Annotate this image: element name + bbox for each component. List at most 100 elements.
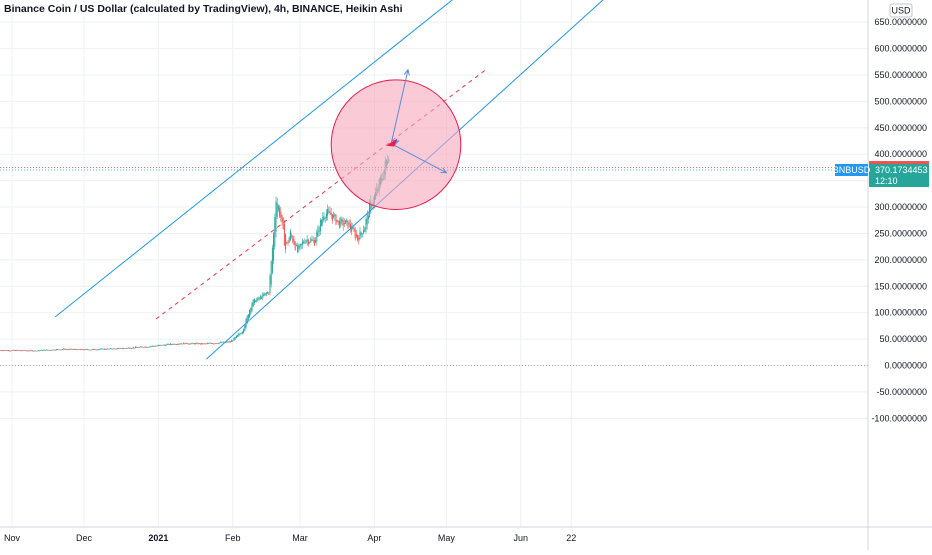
candle-body [246, 315, 248, 324]
candle [69, 348, 71, 350]
chart-title: Binance Coin / US Dollar (calculated by … [4, 3, 403, 15]
candle [234, 336, 236, 340]
candle-body [304, 242, 306, 244]
candle [336, 219, 338, 224]
candle-body [307, 240, 309, 245]
arrow-head[interactable] [440, 167, 448, 174]
candle [341, 216, 343, 226]
candle-body [208, 343, 210, 344]
candle [237, 334, 239, 337]
candle [238, 332, 240, 337]
candle-body [325, 213, 327, 218]
candle [232, 339, 234, 342]
candle [54, 349, 56, 351]
candle-body [133, 347, 135, 349]
candle-body [85, 349, 87, 351]
candle-body [323, 216, 325, 220]
channel-upper-line[interactable] [54, 0, 583, 318]
candle-body [322, 216, 324, 223]
candle-body [282, 218, 284, 230]
candle-body [151, 345, 153, 347]
candle-body [143, 347, 145, 348]
candle [253, 298, 255, 306]
candle [52, 349, 54, 351]
highlight-circle[interactable] [330, 79, 462, 211]
candle [137, 346, 139, 349]
candle [135, 346, 137, 349]
candle [88, 349, 90, 351]
arrow-shaft[interactable] [390, 69, 409, 144]
candle [93, 348, 95, 350]
candle-body [319, 219, 321, 232]
candle [269, 273, 271, 296]
candle [184, 343, 186, 345]
candle-body [71, 348, 73, 350]
candle-body [148, 346, 150, 348]
candle-body [159, 344, 161, 346]
candle [75, 348, 77, 350]
y-tick-label: 0.0000000 [884, 361, 927, 371]
candle [286, 241, 288, 245]
candle-body [253, 298, 255, 304]
candle-body [255, 300, 257, 303]
candle [144, 346, 146, 348]
arrow-head[interactable] [403, 68, 410, 76]
candle [349, 219, 351, 233]
candle-body [46, 349, 48, 351]
candle-body [65, 349, 67, 351]
candle [138, 346, 140, 348]
candle [207, 342, 209, 345]
candle-body [341, 219, 343, 222]
candle-body [58, 349, 60, 351]
candle-body [35, 350, 37, 352]
candle [322, 212, 324, 226]
candle-body [312, 239, 314, 241]
candle-body [334, 214, 336, 217]
candle [327, 204, 329, 221]
candle [141, 346, 143, 348]
candle-body [76, 349, 78, 351]
symbol-badge[interactable] [835, 163, 868, 176]
candle-body [335, 215, 337, 225]
candle-body [101, 348, 103, 350]
x-tick-label: 22 [566, 533, 576, 543]
candle-body [72, 349, 74, 350]
arrow-shaft[interactable] [390, 143, 447, 174]
candle-body [283, 223, 285, 246]
candle-body [167, 343, 169, 345]
candle [117, 347, 119, 350]
candle-body [222, 341, 224, 343]
candle-body [94, 349, 96, 350]
candle-body [354, 229, 356, 239]
candle [178, 343, 180, 346]
candle [227, 341, 229, 343]
candle [287, 239, 289, 246]
candle-body [79, 349, 81, 351]
y-tick-label: 250.0000000 [874, 228, 927, 238]
candle-body [359, 230, 361, 240]
candle [154, 345, 156, 347]
candle-body [178, 343, 180, 345]
candle [148, 346, 150, 348]
currency-button[interactable] [889, 3, 913, 18]
candle-body [59, 349, 61, 351]
candle-body [263, 294, 265, 296]
candle [274, 213, 276, 250]
candle [6, 349, 8, 352]
candle-body [281, 214, 283, 222]
candle-body [353, 228, 355, 231]
candle-body [287, 242, 289, 244]
candle-body [138, 347, 140, 348]
candle [203, 343, 205, 345]
candle-body [118, 348, 120, 349]
candle-body [297, 245, 299, 253]
candle-body [203, 343, 205, 345]
arrow[interactable] [390, 143, 448, 174]
candle [309, 241, 311, 245]
arrow[interactable] [390, 68, 410, 144]
candle-body [345, 220, 347, 224]
candle [71, 348, 73, 350]
candle [301, 238, 303, 249]
